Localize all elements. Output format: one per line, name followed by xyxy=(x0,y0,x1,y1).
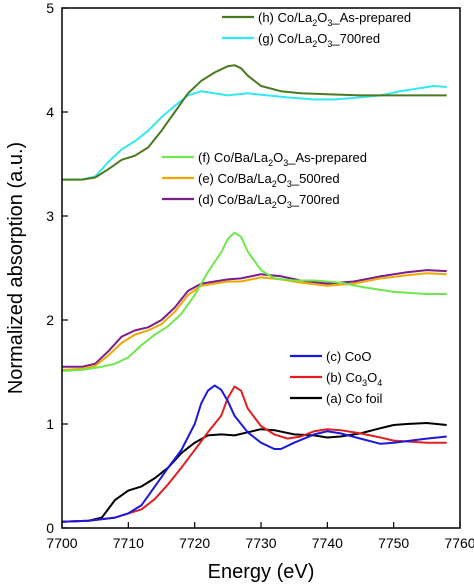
legend-layer: (h) Co/La2O3_As-prepared (g) Co/La2O3_700… xyxy=(162,10,411,406)
legend-label-d: (d) Co/Ba/La2O3_700red xyxy=(198,192,340,210)
axis-layer: 7700 7710 7720 7730 7740 7750 7760 0 1 2 3 4 5 xyxy=(46,0,474,551)
legend-label-a: (a) Co foil xyxy=(326,391,382,406)
legend-label-h: (h) Co/La2O3_As-prepared xyxy=(258,10,411,28)
series-line-d xyxy=(62,269,447,368)
y-tick-label: 2 xyxy=(46,312,54,328)
series-line-h xyxy=(62,64,447,181)
x-tick-label: 7700 xyxy=(46,535,77,551)
series-line-a xyxy=(61,422,447,523)
y-tick-label: 0 xyxy=(46,520,54,536)
series-layer xyxy=(61,64,447,523)
x-tick-label: 7750 xyxy=(378,535,409,551)
legend-label-e: (e) Co/Ba/La2O3_500red xyxy=(198,171,340,189)
y-tick-label: 4 xyxy=(46,104,54,120)
legend-label-g: (g) Co/La2O3_700red xyxy=(258,31,380,49)
series-line-c xyxy=(61,384,447,523)
legend-label-f: (f) Co/Ba/La2O3_As-prepared xyxy=(198,150,367,168)
x-tick-label: 7740 xyxy=(312,535,343,551)
y-tick-label: 1 xyxy=(46,416,54,432)
x-tick-label: 7730 xyxy=(245,535,276,551)
x-tick-label: 7720 xyxy=(179,535,210,551)
legend-label-c: (c) CoO xyxy=(326,349,372,364)
series-line-e xyxy=(61,272,447,371)
y-axis-title: Normalized absorption (a.u.) xyxy=(5,142,27,394)
x-tick-label: 7760 xyxy=(444,535,474,551)
x-axis-title: Energy (eV) xyxy=(208,561,315,583)
x-tick-label: 7710 xyxy=(113,535,144,551)
legend-label-b: (b) Co3O4 xyxy=(326,370,382,388)
y-tick-label: 5 xyxy=(46,0,54,16)
series-line-b xyxy=(61,385,447,523)
y-tick-label: 3 xyxy=(46,208,54,224)
series-line-f xyxy=(61,231,447,372)
series-line-g xyxy=(62,85,447,181)
